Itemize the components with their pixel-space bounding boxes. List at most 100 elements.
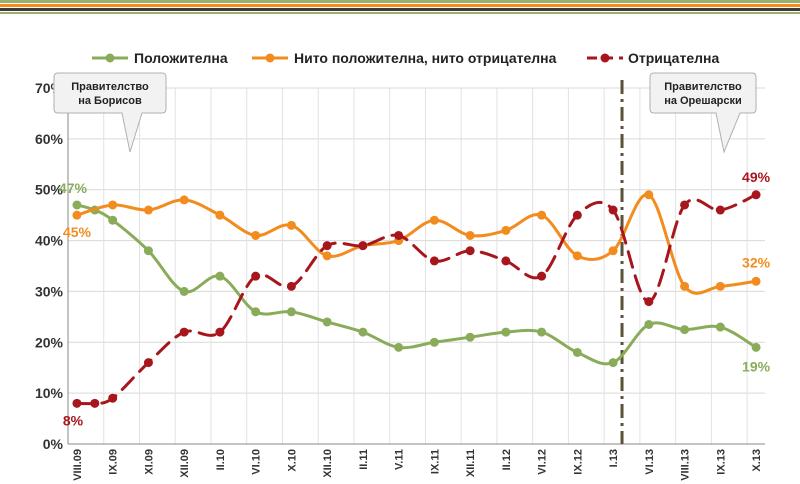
y-tick-label: 40% (35, 233, 64, 249)
point-negative (215, 327, 225, 337)
point-positive (501, 327, 511, 337)
callout-borisov: Правителство на Борисов (53, 72, 167, 153)
point-neutral (751, 276, 761, 286)
point-positive (179, 286, 189, 296)
point-positive (286, 307, 296, 317)
point-negative (322, 241, 332, 251)
legend: Положителна Нито положителна, нито отриц… (92, 50, 719, 66)
point-neutral (501, 225, 511, 235)
point-neutral (644, 190, 654, 200)
point-positive (680, 325, 690, 335)
legend-label-negative: Отрицателна (628, 50, 719, 66)
point-positive (215, 271, 225, 281)
legend-item-negative: Отрицателна (587, 50, 719, 66)
x-tick-label: XI.09 (143, 449, 155, 475)
point-neutral (322, 251, 332, 261)
series-line-negative (75, 193, 758, 406)
point-negative (537, 271, 547, 281)
point-negative (751, 190, 761, 200)
x-tick-label: XII.11 (465, 449, 477, 477)
x-tick-label: VIII.13 (680, 449, 692, 481)
legend-label-neutral: Нито положителна, нито отрицателна (294, 50, 557, 66)
point-neutral (286, 220, 296, 230)
x-tick-label: II.10 (215, 449, 227, 470)
x-tick-label: IX.09 (108, 449, 120, 475)
x-tick-label: IX.11 (429, 449, 441, 474)
point-negative (501, 256, 511, 266)
grid (67, 87, 765, 445)
point-negative (108, 393, 118, 403)
point-negative (251, 271, 261, 281)
point-neutral (608, 246, 618, 256)
data-label-negative: 8% (63, 412, 84, 428)
point-positive (394, 342, 404, 352)
data-label-neutral: 32% (742, 254, 771, 270)
point-neutral (179, 195, 189, 205)
callout-borisov-line1: Правителство (71, 81, 149, 93)
x-tick-label: II.12 (501, 449, 513, 470)
series-negative (72, 190, 761, 408)
point-neutral (215, 210, 225, 220)
y-axis-ticks: 0%10%20%30%40%50%60%70% (35, 80, 64, 452)
y-tick-label: 50% (35, 182, 64, 198)
point-negative (465, 246, 475, 256)
x-tick-label: VI.13 (644, 449, 656, 475)
callout-borisov-line2: на Борисов (78, 95, 142, 107)
point-neutral (72, 210, 82, 220)
y-tick-label: 0% (43, 436, 64, 452)
y-tick-label: 20% (35, 334, 64, 350)
point-negative (358, 241, 368, 251)
data-label-neutral: 45% (63, 224, 92, 240)
point-neutral (429, 215, 439, 225)
point-negative (680, 200, 690, 210)
y-tick-label: 10% (35, 385, 64, 401)
point-neutral (715, 281, 725, 291)
point-negative (286, 281, 296, 291)
point-positive (358, 327, 368, 337)
point-negative (572, 210, 582, 220)
point-neutral (465, 230, 475, 240)
point-neutral (572, 251, 582, 261)
data-label-negative: 49% (742, 169, 771, 185)
legend-item-positive: Положителна (92, 50, 228, 66)
series-group (72, 190, 761, 408)
point-positive (715, 322, 725, 332)
point-negative (644, 297, 654, 307)
axes (67, 88, 765, 445)
point-negative (179, 327, 189, 337)
point-positive (644, 319, 654, 329)
series-positive (72, 200, 761, 368)
y-tick-label: 60% (35, 131, 64, 147)
point-negative (394, 230, 404, 240)
point-neutral (537, 210, 547, 220)
x-tick-label: VI.10 (251, 449, 263, 475)
y-tick-label: 30% (35, 283, 64, 299)
x-tick-label: II.11 (358, 449, 370, 470)
data-label-positive: 47% (59, 180, 88, 196)
point-neutral (251, 230, 261, 240)
x-tick-label: XII.09 (179, 449, 191, 478)
x-tick-label: I.13 (608, 449, 620, 467)
point-neutral (143, 205, 153, 215)
legend-label-positive: Положителна (134, 50, 228, 66)
point-negative (429, 256, 439, 266)
point-negative (715, 205, 725, 215)
x-tick-label: V.11 (394, 449, 406, 470)
point-positive (251, 307, 261, 317)
x-tick-label: VIII.09 (72, 449, 84, 481)
series-line-neutral (75, 193, 758, 295)
point-positive (608, 358, 618, 368)
data-labels: 47% 45% 8% 49% 32% 19% (59, 169, 771, 429)
point-positive (322, 317, 332, 327)
point-positive (143, 246, 153, 256)
x-axis-ticks: VIII.09 IX.09 XI.09 XII.09 II.10 VI.10 X.10 XII… (72, 449, 763, 481)
point-negative (72, 398, 82, 408)
point-positive (429, 337, 439, 347)
point-positive (537, 327, 547, 337)
data-label-positive: 19% (742, 358, 771, 374)
callout-oresharski-line2: на Орешарски (664, 95, 742, 107)
x-tick-label: VI.12 (537, 449, 549, 475)
point-positive (465, 332, 475, 342)
point-neutral (680, 281, 690, 291)
header-stripes (0, 0, 800, 14)
